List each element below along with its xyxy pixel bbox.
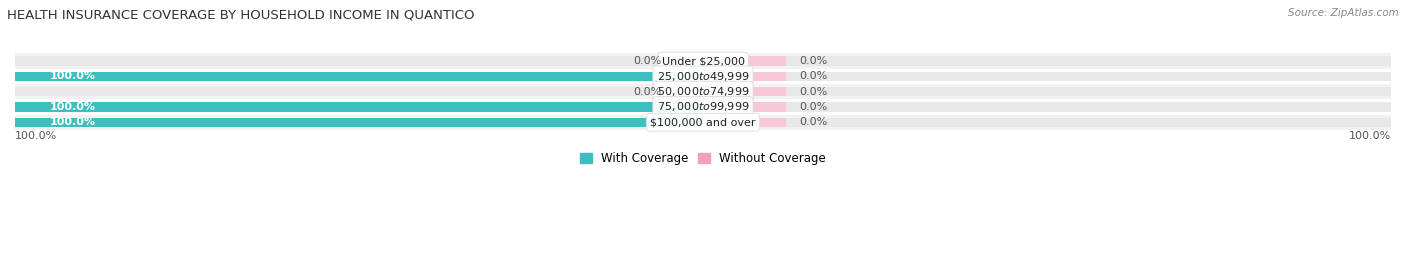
Bar [703, 118, 786, 127]
Text: 100.0%: 100.0% [49, 102, 96, 112]
Bar [675, 56, 703, 66]
Text: 0.0%: 0.0% [800, 102, 828, 112]
Bar [15, 87, 703, 96]
Bar [15, 69, 1391, 84]
Text: 100.0%: 100.0% [15, 131, 58, 141]
Bar [15, 99, 1391, 115]
Bar [675, 87, 703, 96]
Bar [15, 54, 1391, 69]
Bar [15, 102, 703, 112]
Bar [15, 118, 703, 127]
Text: 0.0%: 0.0% [800, 71, 828, 81]
Bar [703, 102, 1391, 112]
Text: $75,000 to $99,999: $75,000 to $99,999 [657, 100, 749, 114]
Bar [703, 56, 786, 66]
Text: 100.0%: 100.0% [1348, 131, 1391, 141]
Bar [15, 102, 703, 112]
Text: 0.0%: 0.0% [800, 56, 828, 66]
Text: 0.0%: 0.0% [800, 117, 828, 127]
Text: 100.0%: 100.0% [49, 71, 96, 81]
Bar [15, 84, 1391, 99]
Bar [703, 72, 786, 81]
Bar [703, 56, 1391, 66]
Bar [15, 72, 703, 81]
Text: 0.0%: 0.0% [800, 87, 828, 97]
Legend: With Coverage, Without Coverage: With Coverage, Without Coverage [579, 152, 827, 165]
Text: $50,000 to $74,999: $50,000 to $74,999 [657, 85, 749, 98]
Text: $100,000 and over: $100,000 and over [650, 117, 756, 127]
Text: $25,000 to $49,999: $25,000 to $49,999 [657, 70, 749, 83]
Bar [703, 118, 1391, 127]
Bar [15, 118, 703, 127]
Bar [703, 87, 786, 96]
Text: Source: ZipAtlas.com: Source: ZipAtlas.com [1288, 8, 1399, 18]
Text: 0.0%: 0.0% [634, 56, 662, 66]
Text: HEALTH INSURANCE COVERAGE BY HOUSEHOLD INCOME IN QUANTICO: HEALTH INSURANCE COVERAGE BY HOUSEHOLD I… [7, 8, 475, 21]
Text: 0.0%: 0.0% [634, 87, 662, 97]
Bar [15, 56, 703, 66]
Bar [703, 87, 1391, 96]
Bar [15, 72, 703, 81]
Text: Under $25,000: Under $25,000 [661, 56, 745, 66]
Bar [703, 72, 1391, 81]
Bar [703, 102, 786, 112]
Bar [15, 115, 1391, 130]
Text: 100.0%: 100.0% [49, 117, 96, 127]
